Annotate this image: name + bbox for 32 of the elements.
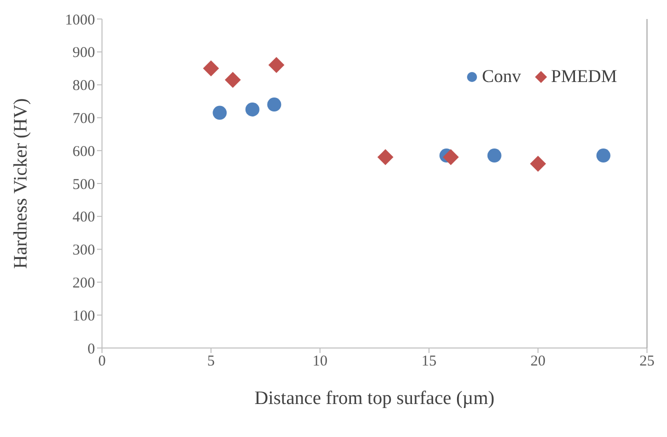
y-tick-label: 500 — [72, 176, 95, 193]
y-tick-label: 600 — [72, 144, 95, 160]
y-tick-label: 700 — [72, 111, 95, 128]
point — [245, 102, 260, 116]
x-tick-label: 20 — [530, 354, 546, 370]
point — [212, 106, 227, 120]
point — [530, 156, 546, 172]
x-tick-label: 5 — [207, 354, 215, 370]
point — [596, 148, 610, 163]
x-axis-title: Distance from top surface (µm) — [254, 388, 494, 409]
x-tick-label: 25 — [640, 354, 654, 370]
y-tick-label: 200 — [72, 276, 95, 292]
point — [442, 149, 459, 166]
x-tick-label: 15 — [422, 354, 436, 370]
y-tick-label: 1000 — [65, 12, 95, 28]
y-tick-label: 900 — [72, 45, 95, 62]
y-tick-label: 0 — [88, 341, 95, 358]
point — [224, 72, 241, 88]
x-tick-label: 0 — [98, 354, 106, 370]
y-tick-label: 400 — [72, 210, 95, 226]
legend-label: PMEDM — [550, 66, 617, 87]
point — [268, 57, 284, 74]
point — [487, 148, 502, 163]
point — [267, 98, 282, 112]
point — [203, 60, 219, 76]
legend-label: Conv — [480, 66, 521, 87]
point — [377, 149, 394, 166]
x-tick-label: 10 — [312, 354, 328, 370]
y-axis-title: Hardness Vicker (HV) — [10, 98, 32, 269]
y-tick-label: 100 — [72, 308, 95, 324]
y-tick-label: 800 — [72, 78, 95, 94]
y-tick-label: 300 — [72, 242, 95, 259]
